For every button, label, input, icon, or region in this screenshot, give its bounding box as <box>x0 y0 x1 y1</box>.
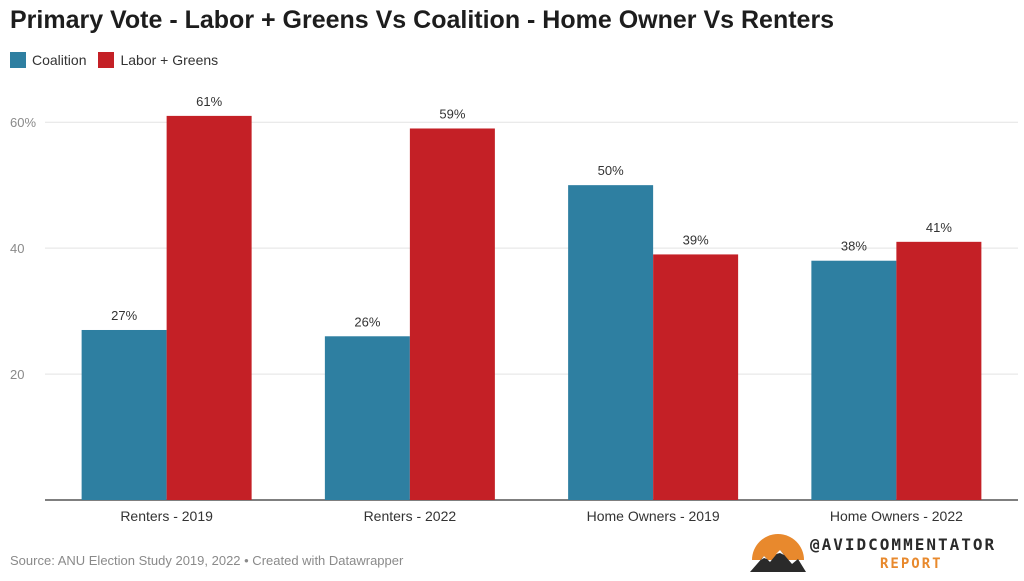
bar-value-label-1-0: 61% <box>196 94 222 109</box>
y-tick-label-1: 40 <box>10 241 24 256</box>
y-tick-label-0: 20 <box>10 367 24 382</box>
bar-1-2 <box>653 254 739 500</box>
legend-label-coalition: Coalition <box>32 52 87 68</box>
sunset-mountain-icon <box>750 534 806 572</box>
x-tick-label-2: Home Owners - 2019 <box>587 508 720 524</box>
bar-value-label-1-1: 59% <box>439 106 465 121</box>
bar-value-label-0-2: 50% <box>598 163 624 178</box>
bar-value-label-1-2: 39% <box>683 232 709 247</box>
legend-swatch-coalition <box>10 52 26 68</box>
legend-item-coalition: Coalition <box>10 52 86 68</box>
legend-label-labor-greens: Labor + Greens <box>120 52 219 68</box>
bar-value-label-0-1: 26% <box>354 314 380 329</box>
bar-1-1 <box>409 128 495 500</box>
brand-logo: @AVIDCOMMENTATOR REPORT <box>748 532 1018 576</box>
legend-swatch-labor-greens <box>98 52 115 68</box>
chart-legend: Coalition Labor + Greens <box>10 52 230 68</box>
bar-value-label-0-0: 27% <box>111 308 137 323</box>
bar-value-label-0-3: 38% <box>841 239 867 254</box>
x-tick-label-3: Home Owners - 2022 <box>830 508 963 524</box>
bar-chart: 20 40 60% 27% 61% Renters - 2019 26% 59% Renters… <box>10 94 1018 524</box>
brand-name: @AVIDCOMMENTATOR <box>810 535 997 554</box>
bar-0-3 <box>811 260 897 500</box>
bar-0-0 <box>81 329 167 500</box>
chart-title: Primary Vote - Labor + Greens Vs Coaliti… <box>10 6 835 34</box>
y-tick-label-2: 60% <box>10 115 36 130</box>
bar-value-label-1-3: 41% <box>926 220 952 235</box>
bar-0-2 <box>568 185 654 500</box>
legend-item-labor-greens: Labor + Greens <box>98 52 218 68</box>
x-tick-label-1: Renters - 2022 <box>364 508 457 524</box>
bar-0-1 <box>324 336 410 500</box>
bar-1-3 <box>896 241 982 500</box>
brand-subtitle: REPORT <box>880 556 943 572</box>
x-tick-label-0: Renters - 2019 <box>120 508 213 524</box>
bar-1-0 <box>166 115 252 500</box>
source-note: Source: ANU Election Study 2019, 2022 • … <box>10 553 404 568</box>
